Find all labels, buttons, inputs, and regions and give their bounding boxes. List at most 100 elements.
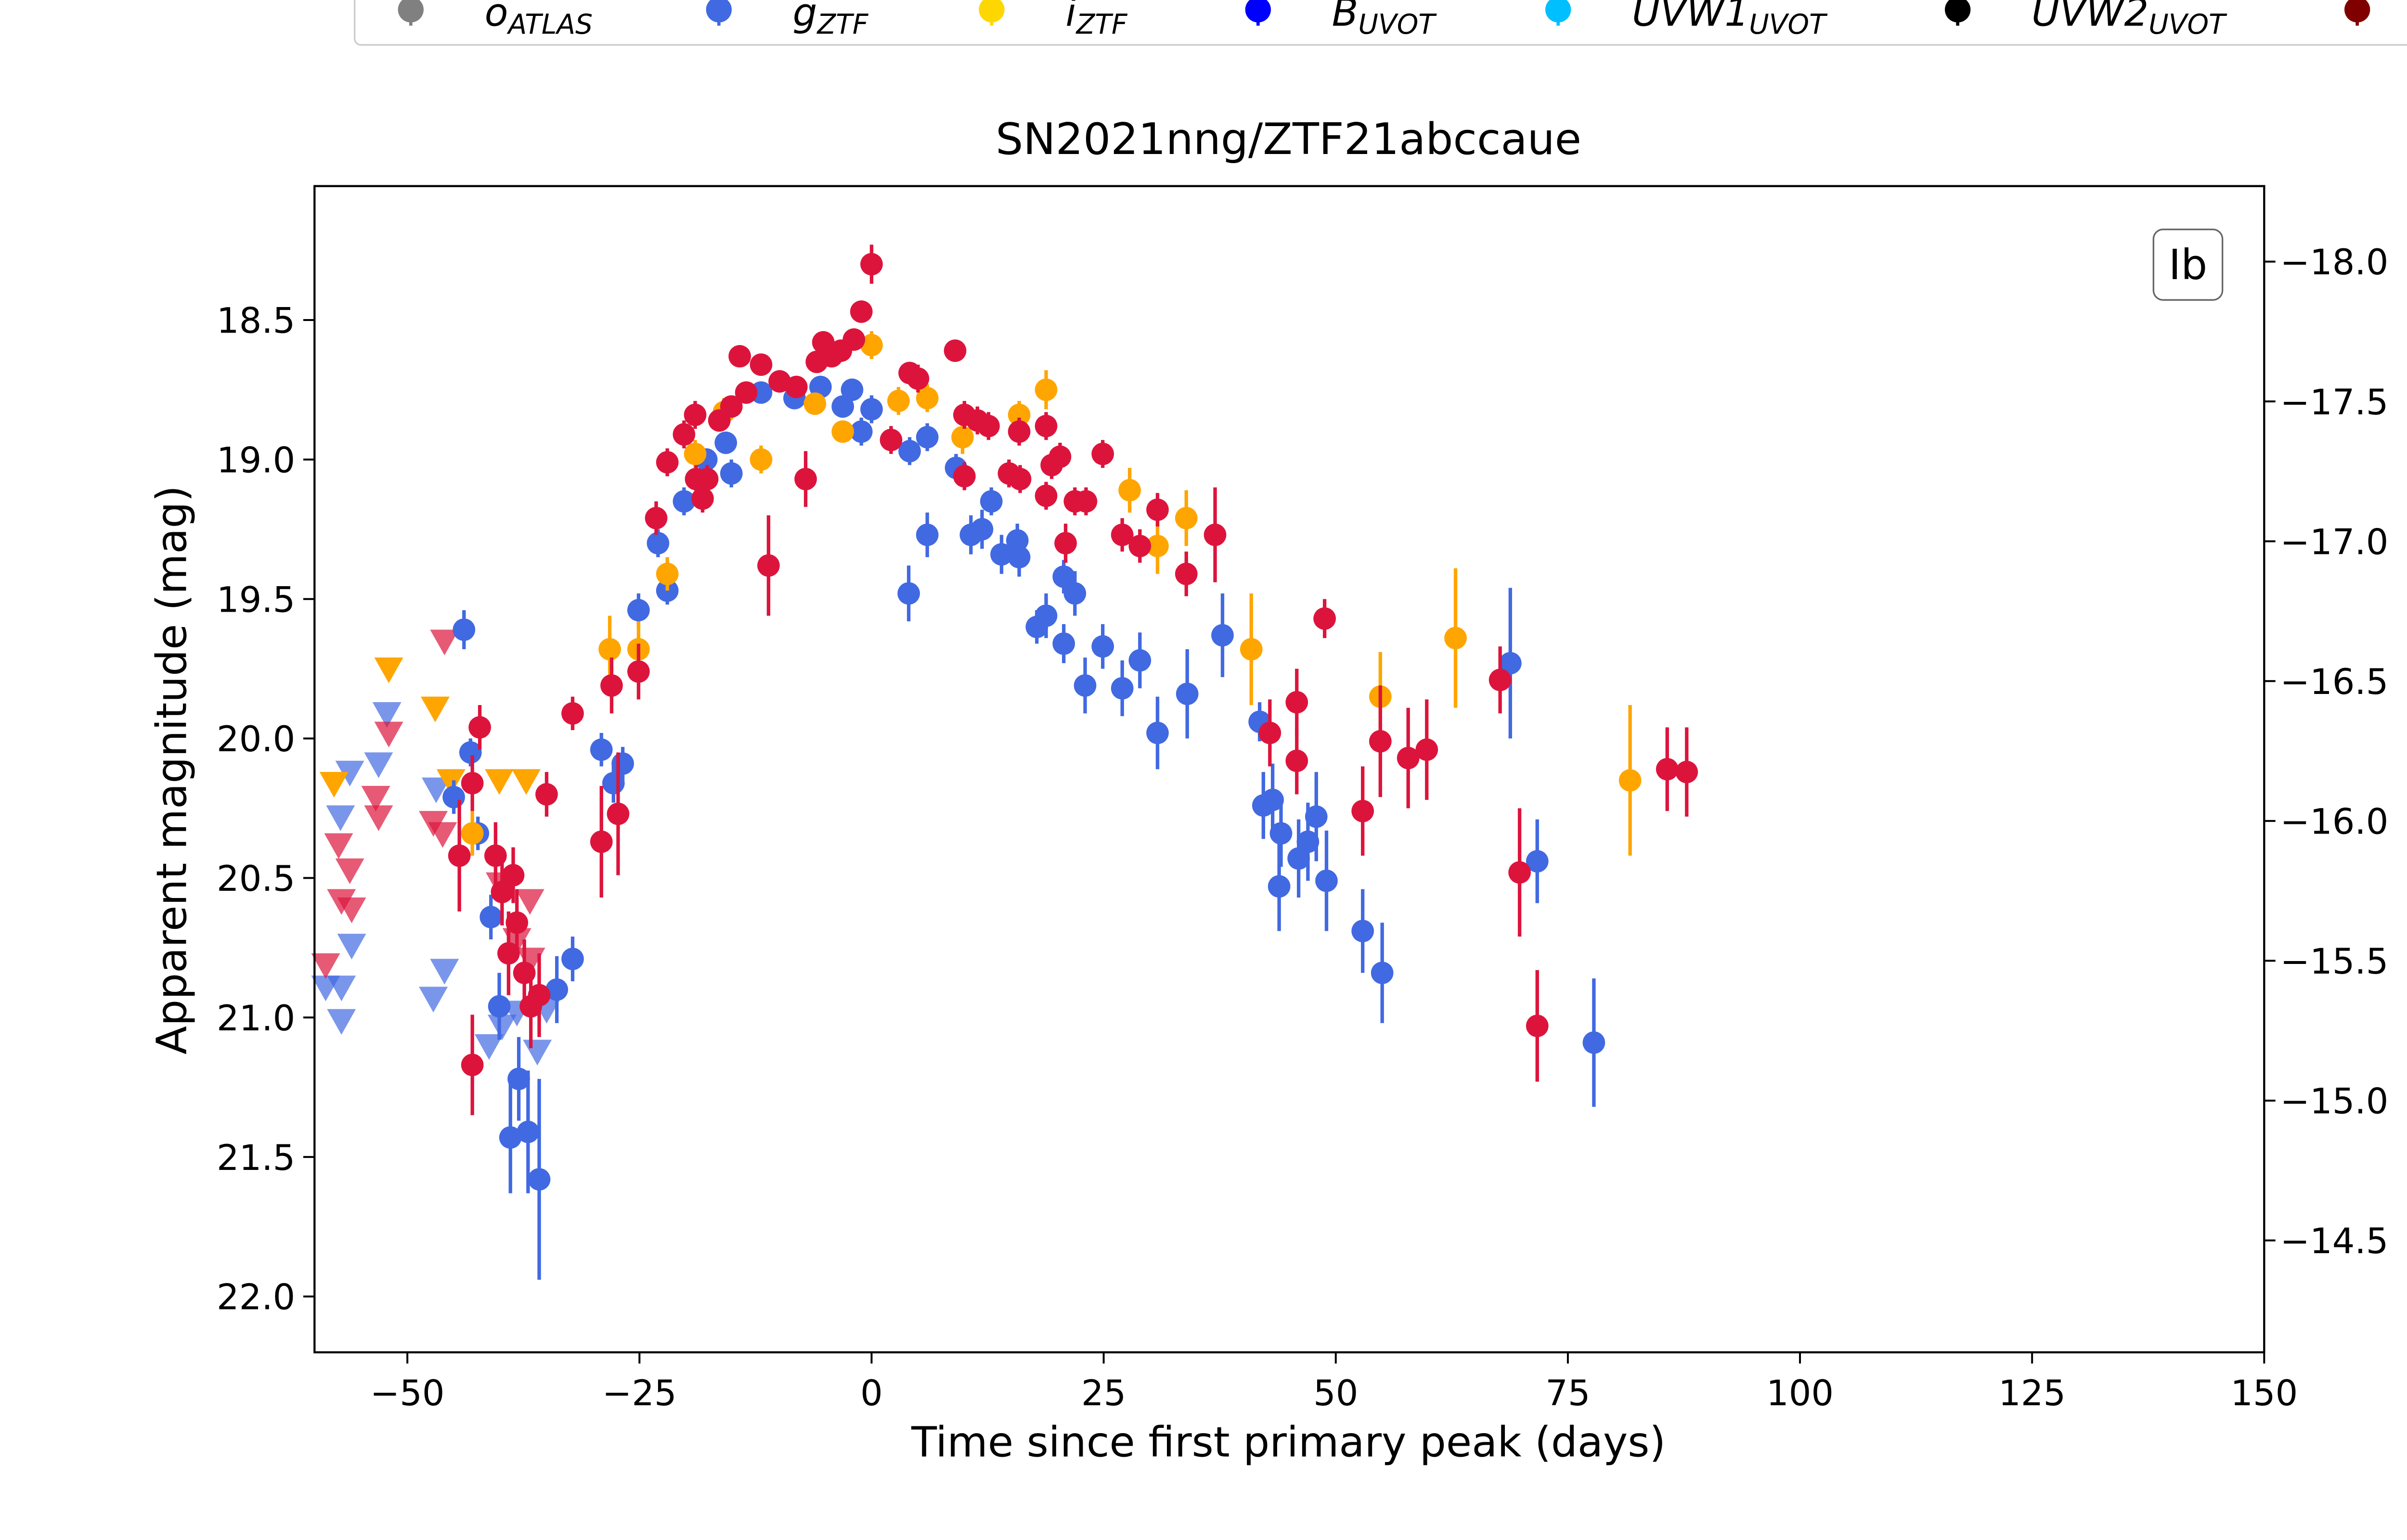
upper-limit-marker (515, 889, 544, 915)
legend-label: iZTF (1065, 0, 1128, 40)
y-tick-label: 20.0 (217, 719, 295, 760)
data-point (459, 741, 482, 764)
data-point (627, 660, 650, 683)
data-point (448, 844, 471, 867)
data-point (673, 490, 696, 513)
data-point (1052, 565, 1075, 588)
data-point (1444, 627, 1467, 650)
data-point (720, 395, 743, 418)
data-point (916, 386, 939, 410)
legend-subscript: UVOT (1749, 9, 1828, 40)
upper-limit-marker (436, 769, 466, 795)
data-point (1008, 403, 1031, 426)
data-point (1415, 738, 1438, 761)
y2-tick-label: −17.0 (2280, 522, 2389, 563)
legend-marker (2344, 0, 2370, 23)
data-point (656, 563, 679, 585)
annotation-box (2152, 229, 2224, 301)
data-point (1268, 875, 1291, 898)
data-point (561, 948, 584, 970)
upper-limit-marker (430, 959, 459, 985)
data-point (607, 802, 630, 825)
data-point (598, 638, 621, 661)
legend: oATLASgZTFiZTFBUVOTUVW1UVOTUVW2UVOTzLT (398, 0, 2370, 40)
upper-limit-marker (311, 953, 340, 979)
data-point (850, 420, 873, 443)
upper-limit-marker (512, 769, 541, 795)
data-point (453, 618, 476, 641)
data-point (1211, 624, 1234, 647)
y-tick-label: 21.0 (217, 998, 295, 1039)
x-tick-label: 0 (860, 1373, 883, 1414)
data-point (785, 375, 808, 398)
chart-title: SN2021nng/ZTF21abccaue (996, 114, 1581, 165)
data-point (1508, 861, 1531, 884)
data-point (980, 490, 1003, 513)
data-point (1397, 746, 1420, 770)
data-point (461, 1053, 484, 1077)
x-tick-label: 75 (1545, 1373, 1590, 1414)
data-point (898, 440, 921, 462)
data-point (1526, 850, 1549, 873)
data-point (714, 431, 738, 454)
legend-marker (398, 0, 424, 23)
data-point (897, 582, 920, 605)
data-point (803, 392, 827, 415)
x-tick-label: 150 (2230, 1373, 2298, 1414)
legend-name: UVW2 (2032, 0, 2148, 35)
data-point (1006, 529, 1029, 552)
upper-limit-marker (335, 760, 364, 787)
data-point (1035, 378, 1058, 401)
x-tick-label: −50 (370, 1373, 445, 1414)
legend-marker (1245, 0, 1271, 23)
data-point (757, 554, 780, 577)
x-tick-label: 100 (1766, 1373, 1834, 1414)
data-point (1175, 563, 1198, 585)
data-point (1146, 535, 1169, 557)
y-tick-label: 19.0 (217, 440, 295, 481)
data-point (590, 738, 613, 761)
y2-tick-label: −16.5 (2280, 662, 2389, 703)
data-point (1296, 830, 1320, 853)
data-point (497, 942, 520, 965)
data-point (916, 426, 939, 449)
data-point (1675, 760, 1698, 783)
data-point (1146, 498, 1169, 521)
legend-subscript: ATLAS (506, 9, 593, 40)
data-point (728, 345, 751, 368)
data-point (1035, 414, 1058, 437)
legend-name: B (1332, 0, 1359, 35)
data-point (860, 253, 883, 276)
data-point (1240, 638, 1263, 661)
data-point (545, 978, 569, 1001)
data-point (656, 451, 679, 474)
data-point (1369, 730, 1392, 753)
upper-limit-marker (324, 833, 353, 859)
data-point (627, 599, 650, 622)
upper-limit-marker (523, 1040, 552, 1065)
data-point (1008, 420, 1031, 443)
data-point (1111, 677, 1134, 700)
data-point (831, 395, 854, 418)
data-point (1351, 920, 1374, 942)
data-point (860, 398, 883, 421)
data-point (1176, 682, 1199, 706)
data-point (880, 428, 903, 451)
y-axis-label: Apparent magnitude (mag) (148, 486, 196, 1054)
data-point (461, 771, 484, 795)
legend-subscript: UVOT (2148, 9, 2227, 40)
data-point (645, 507, 668, 529)
y-tick-label: 19.5 (217, 579, 295, 620)
data-point (561, 702, 584, 725)
x-tick-label: 125 (1998, 1373, 2066, 1414)
data-point (1052, 632, 1075, 655)
upper-limit-marker (428, 822, 457, 848)
legend-subscript: ZTF (816, 9, 868, 40)
data-point (517, 1120, 540, 1143)
y-tick-label: 18.5 (217, 301, 295, 342)
data-point (1074, 490, 1098, 513)
data-point (1488, 668, 1512, 692)
data-point (1305, 805, 1328, 828)
